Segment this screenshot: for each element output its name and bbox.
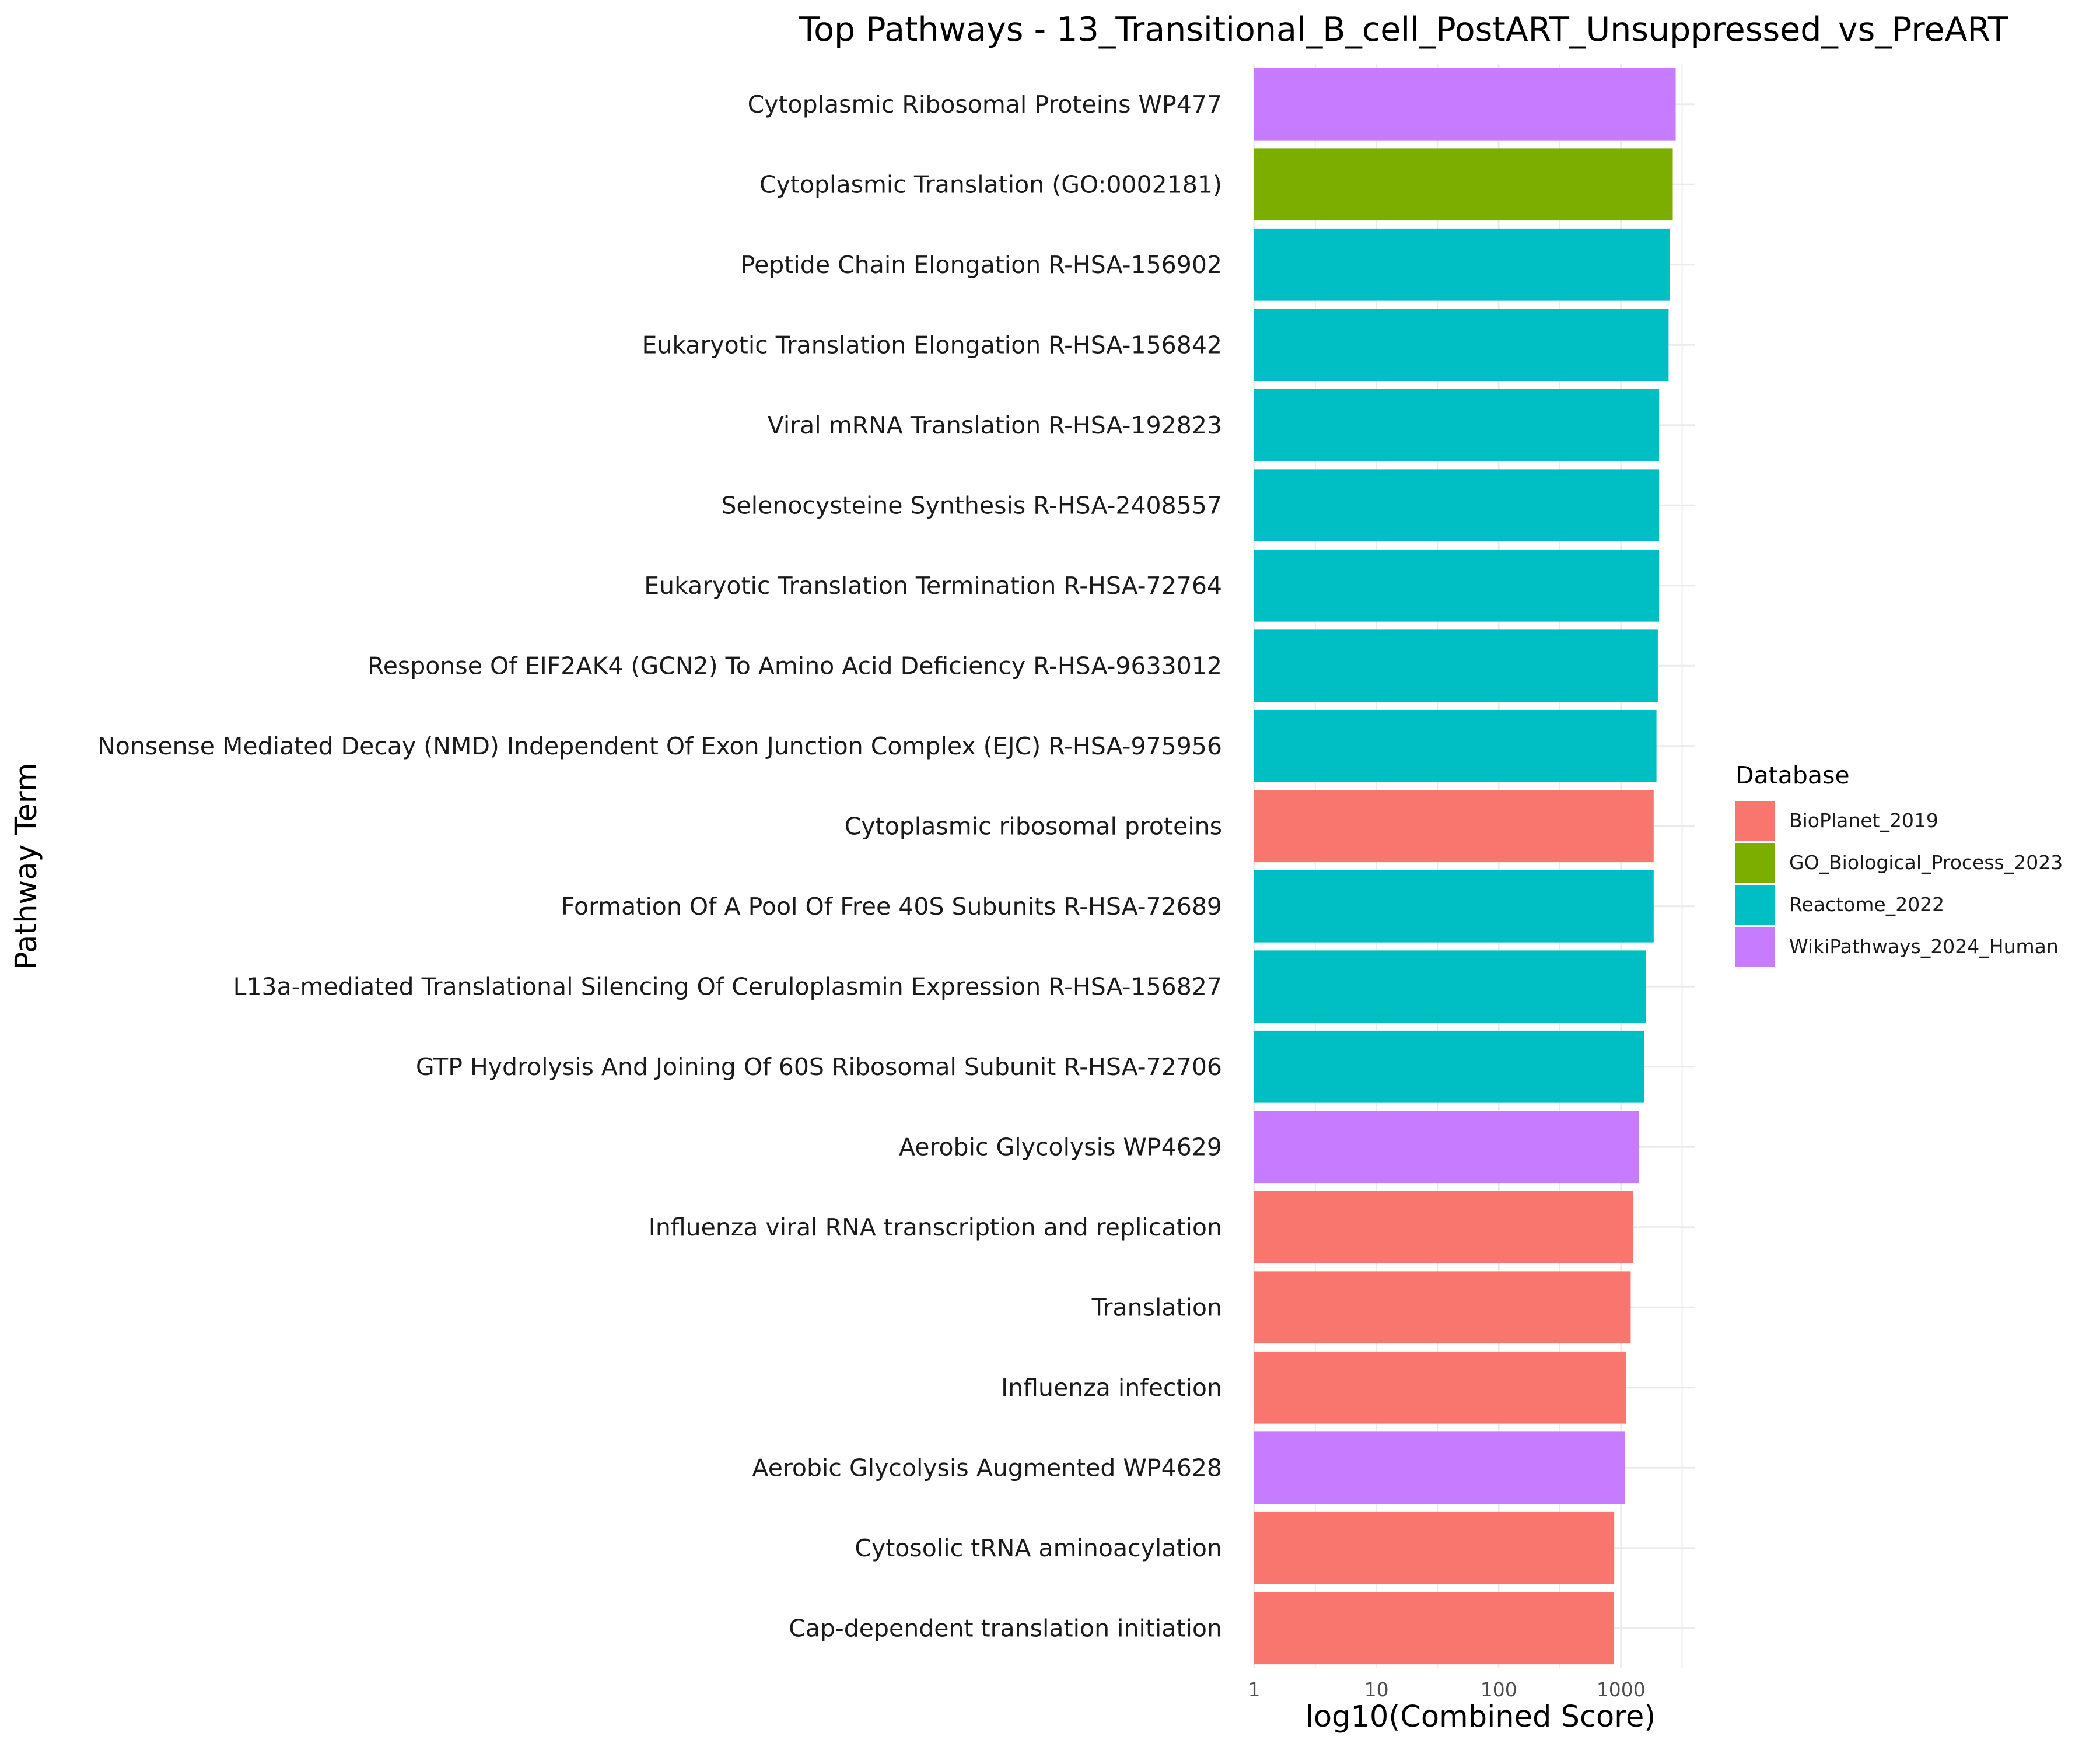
grid-lines <box>1253 64 1695 1668</box>
bar <box>1254 228 1670 301</box>
y-tick-label: Eukaryotic Translation Termination R-HSA… <box>644 572 1222 600</box>
y-tick-label: Selenocysteine Synthesis R-HSA-2408557 <box>721 491 1222 519</box>
x-tick-label: 1 <box>1248 1678 1261 1701</box>
y-tick-label: Cytosolic tRNA aminoacylation <box>855 1534 1222 1562</box>
legend-label: BioPlanet_2019 <box>1789 809 1938 832</box>
y-tick-label: Translation <box>1091 1293 1222 1321</box>
y-tick-label: L13a-mediated Translational Silencing Of… <box>233 972 1222 1000</box>
legend-swatch <box>1735 927 1775 967</box>
y-tick-label: Viral mRNA Translation R-HSA-192823 <box>768 411 1222 439</box>
bar <box>1254 1511 1615 1584</box>
legend-swatch <box>1735 885 1775 925</box>
chart-title: Top Pathways - 13_Transitional_B_cell_Po… <box>799 10 2008 49</box>
bar <box>1254 549 1660 622</box>
bar <box>1254 950 1646 1023</box>
y-tick-label: Cytoplasmic Translation (GO:0002181) <box>760 170 1222 198</box>
y-tick-label: Influenza infection <box>1001 1374 1222 1402</box>
y-tick-label: Eukaryotic Translation Elongation R-HSA-… <box>642 331 1223 359</box>
legend-title: Database <box>1735 761 1850 789</box>
y-tick-label: Cap-dependent translation initiation <box>789 1614 1222 1642</box>
legend-label: GO_Biological_Process_2023 <box>1789 851 2063 874</box>
bar <box>1254 309 1669 382</box>
bar <box>1254 1592 1614 1665</box>
y-tick-label: Aerobic Glycolysis Augmented WP4628 <box>752 1454 1222 1482</box>
bar <box>1254 629 1658 702</box>
y-tick-label: Aerobic Glycolysis WP4629 <box>899 1133 1222 1161</box>
legend-swatch <box>1735 843 1775 883</box>
bar <box>1254 469 1660 542</box>
bar <box>1254 870 1654 943</box>
legend-label: WikiPathways_2024_Human <box>1789 935 2059 958</box>
bars-group <box>1254 68 1676 1665</box>
x-tick-label: 100 <box>1480 1678 1517 1701</box>
y-tick-labels: Cytoplasmic Ribosomal Proteins WP477 Cyto… <box>97 90 1222 1643</box>
legend-items: BioPlanet_2019 GO_Biological_Process_2023… <box>1735 801 2063 967</box>
bar <box>1254 1030 1644 1103</box>
y-tick-label: Cytoplasmic ribosomal proteins <box>845 812 1222 840</box>
bar <box>1254 68 1676 141</box>
bar <box>1254 709 1657 782</box>
x-axis-label: log10(Combined Score) <box>1306 1700 1656 1734</box>
legend-label: Reactome_2022 <box>1789 893 1944 916</box>
legend: Database BioPlanet_2019 GO_Biological_Pro… <box>1735 761 2063 967</box>
x-tick-label: 1000 <box>1597 1678 1646 1701</box>
y-tick-label: Peptide Chain Elongation R-HSA-156902 <box>741 251 1222 279</box>
bar <box>1254 790 1654 863</box>
y-tick-label: Formation Of A Pool Of Free 40S Subunits… <box>561 892 1222 921</box>
bar <box>1254 1351 1626 1424</box>
legend-swatch <box>1735 801 1775 841</box>
x-tick-label: 10 <box>1364 1678 1389 1701</box>
bar <box>1254 1111 1639 1184</box>
bar <box>1254 1432 1625 1504</box>
x-tick-labels: 1 10 100 1000 <box>1248 1678 1646 1701</box>
bar <box>1254 148 1673 221</box>
y-tick-label: Nonsense Mediated Decay (NMD) Independen… <box>97 732 1222 760</box>
y-tick-label: GTP Hydrolysis And Joining Of 60S Riboso… <box>416 1053 1222 1081</box>
y-tick-label: Influenza viral RNA transcription and re… <box>649 1213 1222 1241</box>
bar <box>1254 1191 1633 1264</box>
y-tick-label: Cytoplasmic Ribosomal Proteins WP477 <box>748 90 1222 118</box>
y-axis-label: Pathway Term <box>9 762 44 970</box>
bar <box>1254 1271 1631 1344</box>
y-tick-label: Response Of EIF2AK4 (GCN2) To Amino Acid… <box>368 652 1222 680</box>
bar <box>1254 388 1660 461</box>
